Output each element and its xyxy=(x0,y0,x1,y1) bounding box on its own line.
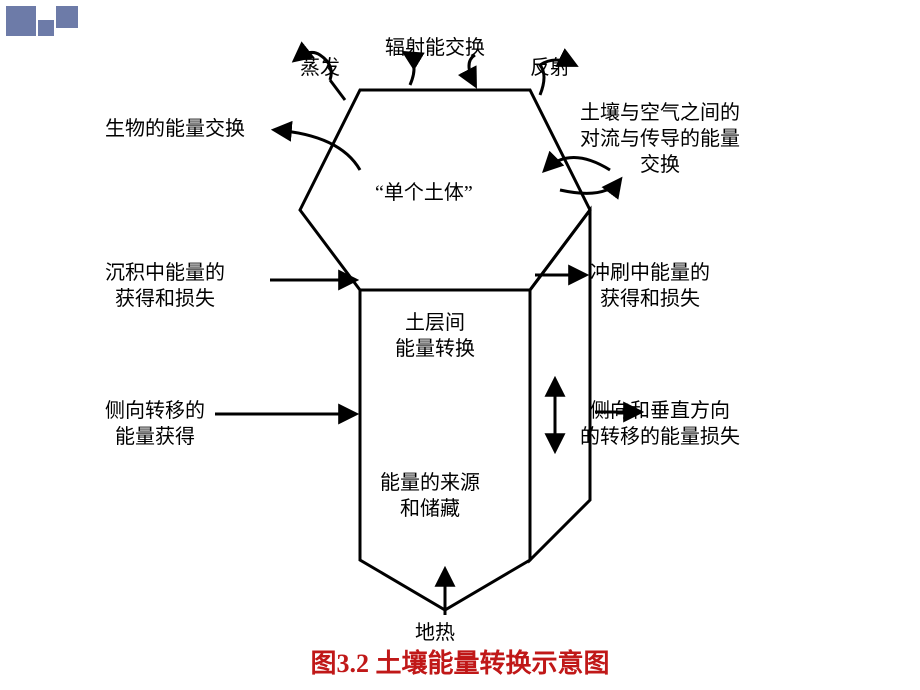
label-reflection: 反射 xyxy=(530,55,570,81)
label-evaporation: 蒸发 xyxy=(300,55,340,81)
arrow-air-out xyxy=(560,180,620,193)
label-flush-right: 冲刷中能量的 获得和损失 xyxy=(590,260,710,312)
label-layer-conv: 土层间 能量转换 xyxy=(395,310,475,362)
label-radiation: 辐射能交换 xyxy=(385,35,485,61)
label-lateral-right: 侧向和垂直方向 的转移的能量损失 xyxy=(580,398,740,450)
label-sediment-left: 沉积中能量的 获得和损失 xyxy=(105,260,225,312)
label-energy-store: 能量的来源 和储藏 xyxy=(380,470,480,522)
figure-caption: 图3.2 土壤能量转换示意图 xyxy=(0,643,920,680)
label-lateral-left: 侧向转移的 能量获得 xyxy=(105,398,205,450)
label-bio-exchange: 生物的能量交换 xyxy=(105,116,245,142)
arrow-bio xyxy=(275,130,360,170)
label-air-exchange: 土壤与空气之间的 对流与传导的能量 交换 xyxy=(580,100,740,178)
label-center-top: “单个土体” xyxy=(375,180,473,206)
